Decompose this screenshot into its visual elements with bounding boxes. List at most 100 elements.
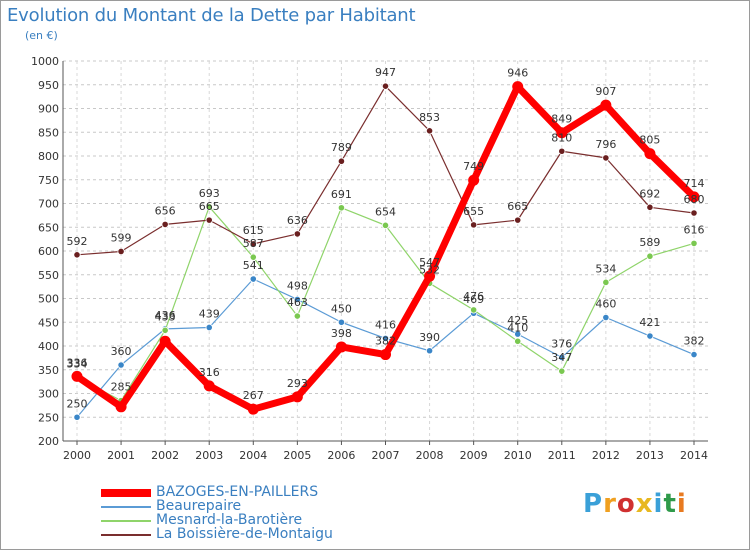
legend-label: Mesnard-la-Barotière: [156, 512, 303, 528]
data-point-la-boissi-re-de-montaigu: [249, 240, 257, 248]
data-point-bazoges-en-paillers: [247, 403, 259, 415]
data-point-mesnard-la-baroti-re: [337, 204, 346, 212]
data-point-beaurepaire: [690, 350, 698, 359]
data-point-beaurepaire: [514, 330, 522, 338]
data-label-bazoges-en-paillers: 267: [243, 389, 264, 402]
data-point-mesnard-la-baroti-re: [161, 326, 169, 334]
data-point-la-boissi-re-de-montaigu: [293, 230, 301, 238]
data-point-mesnard-la-baroti-re: [470, 306, 478, 314]
data-point-beaurepaire: [117, 361, 125, 369]
data-label-la-boissi-re-de-montaigu: 853: [419, 111, 440, 124]
data-point-mesnard-la-baroti-re: [514, 337, 522, 345]
data-label-beaurepaire: 436: [155, 309, 176, 322]
x-tick-label: 2003: [195, 449, 223, 462]
data-point-beaurepaire: [73, 413, 81, 421]
data-point-mesnard-la-baroti-re: [381, 221, 390, 229]
data-point-bazoges-en-paillers: [468, 174, 480, 186]
y-tick-label: 250: [38, 411, 59, 424]
data-point-beaurepaire: [381, 334, 390, 342]
legend-swatch: [101, 520, 151, 522]
logo-letter: r: [603, 489, 617, 519]
y-tick-label: 750: [38, 174, 59, 187]
data-point-mesnard-la-baroti-re: [690, 239, 698, 247]
data-point-mesnard-la-baroti-re: [293, 312, 301, 320]
data-label-bazoges-en-paillers: 316: [199, 366, 220, 379]
logo-letter: o: [616, 489, 636, 519]
data-point-beaurepaire: [602, 313, 610, 322]
y-tick-label: 1000: [31, 55, 59, 68]
data-point-mesnard-la-baroti-re: [558, 367, 566, 375]
logo-letter: x: [635, 489, 654, 519]
data-point-beaurepaire: [249, 275, 257, 283]
data-label-beaurepaire: 360: [111, 345, 132, 358]
data-label-beaurepaire: 390: [419, 331, 440, 344]
data-label-beaurepaire: 421: [639, 316, 660, 329]
data-point-bazoges-en-paillers: [644, 148, 656, 160]
legend-swatch: [101, 534, 151, 536]
data-point-bazoges-en-paillers: [291, 391, 303, 403]
data-label-mesnard-la-baroti-re: 654: [375, 205, 396, 218]
chart-title: Evolution du Montant de la Dette par Hab…: [7, 5, 416, 26]
data-point-bazoges-en-paillers: [600, 99, 612, 111]
x-tick-label: 2002: [151, 449, 179, 462]
data-point-bazoges-en-paillers: [380, 349, 391, 361]
x-tick-label: 2010: [504, 449, 532, 462]
plot-area: [63, 61, 708, 441]
data-label-la-boissi-re-de-montaigu: 665: [507, 200, 528, 213]
data-label-la-boissi-re-de-montaigu: 656: [155, 204, 176, 217]
data-label-la-boissi-re-de-montaigu: 796: [595, 138, 616, 151]
x-tick-label: 2011: [548, 449, 576, 462]
y-tick-label: 400: [38, 340, 59, 353]
data-label-mesnard-la-baroti-re: 691: [331, 188, 352, 201]
data-label-la-boissi-re-de-montaigu: 692: [639, 187, 660, 200]
data-label-beaurepaire: 250: [67, 397, 88, 410]
data-label-beaurepaire: 450: [331, 302, 352, 315]
logo-letter: i: [653, 489, 664, 519]
data-point-beaurepaire: [646, 332, 654, 340]
y-tick-label: 800: [38, 150, 59, 163]
y-tick-label: 850: [38, 126, 59, 139]
data-point-beaurepaire: [205, 323, 213, 332]
x-tick-label: 2006: [327, 449, 355, 462]
x-tick-label: 2014: [680, 449, 708, 462]
data-label-bazoges-en-paillers: 293: [287, 377, 308, 390]
data-point-bazoges-en-paillers: [203, 380, 215, 392]
data-label-beaurepaire: 469: [463, 293, 484, 306]
legend-label: La Boissière-de-Montaigu: [156, 526, 333, 542]
data-point-la-boissi-re-de-montaigu: [690, 209, 698, 217]
data-point-la-boissi-re-de-montaigu: [425, 127, 434, 135]
data-point-bazoges-en-paillers: [512, 81, 524, 93]
data-label-beaurepaire: 439: [199, 307, 220, 320]
logo-letter: P: [583, 489, 604, 519]
x-tick-label: 2001: [107, 449, 135, 462]
data-point-la-boissi-re-de-montaigu: [73, 251, 81, 259]
data-label-la-boissi-re-de-montaigu: 947: [375, 66, 396, 79]
data-point-la-boissi-re-de-montaigu: [117, 247, 125, 256]
data-label-bazoges-en-paillers: 907: [595, 85, 616, 98]
data-point-beaurepaire: [425, 347, 434, 355]
data-label-beaurepaire: 382: [684, 335, 705, 348]
y-tick-label: 500: [38, 293, 59, 306]
data-label-bazoges-en-paillers: 749: [463, 160, 484, 173]
data-label-bazoges-en-paillers: 805: [639, 134, 660, 147]
data-point-bazoges-en-paillers: [115, 401, 127, 413]
y-tick-label: 450: [38, 316, 59, 329]
data-label-mesnard-la-baroti-re: 433: [155, 310, 176, 323]
data-point-la-boissi-re-de-montaigu: [381, 82, 390, 90]
x-tick-label: 2008: [416, 449, 444, 462]
data-label-mesnard-la-baroti-re: 334: [67, 357, 88, 370]
data-point-bazoges-en-paillers: [159, 335, 171, 347]
data-point-la-boissi-re-de-montaigu: [205, 216, 213, 224]
data-label-la-boissi-re-de-montaigu: 599: [111, 231, 132, 244]
data-label-la-boissi-re-de-montaigu: 810: [551, 131, 572, 144]
y-tick-label: 350: [38, 364, 59, 377]
data-label-bazoges-en-paillers: 382: [375, 335, 396, 348]
data-point-beaurepaire: [337, 318, 346, 326]
y-tick-label: 950: [38, 79, 59, 92]
data-label-beaurepaire: 425: [507, 314, 528, 327]
data-label-la-boissi-re-de-montaigu: 615: [243, 224, 264, 237]
x-tick-label: 2013: [636, 449, 664, 462]
data-label-la-boissi-re-de-montaigu: 680: [684, 193, 705, 206]
data-label-la-boissi-re-de-montaigu: 592: [67, 235, 88, 248]
data-label-bazoges-en-paillers: 946: [507, 67, 528, 80]
